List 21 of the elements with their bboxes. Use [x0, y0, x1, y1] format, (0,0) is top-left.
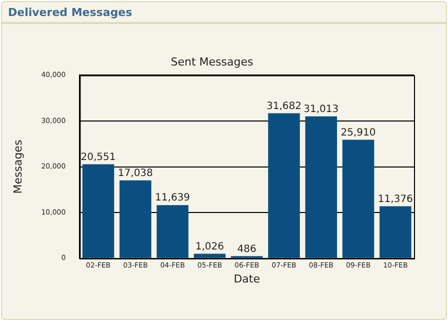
bar	[380, 206, 412, 258]
data-label: 17,038	[118, 168, 153, 179]
x-axis-title: Date	[234, 272, 260, 286]
data-label: 11,376	[378, 194, 413, 205]
chart-title: Delivered Messages	[2, 2, 446, 24]
data-label: 20,551	[80, 152, 116, 163]
data-label: 1,026	[195, 241, 224, 252]
data-label: 11,639	[155, 192, 190, 204]
bar	[305, 116, 338, 258]
bar	[342, 140, 374, 258]
bar	[82, 164, 114, 258]
bar	[268, 113, 300, 258]
data-label: 31,013	[304, 104, 339, 115]
data-label: 486	[237, 244, 256, 255]
data-label: 31,682	[266, 100, 302, 112]
bar	[194, 254, 226, 258]
bar	[120, 180, 152, 258]
bar	[156, 205, 188, 258]
data-label: 25,910	[340, 127, 376, 138]
chart-subtitle: Sent Messages	[170, 55, 254, 68]
y-axis-title: Messages	[11, 140, 24, 194]
